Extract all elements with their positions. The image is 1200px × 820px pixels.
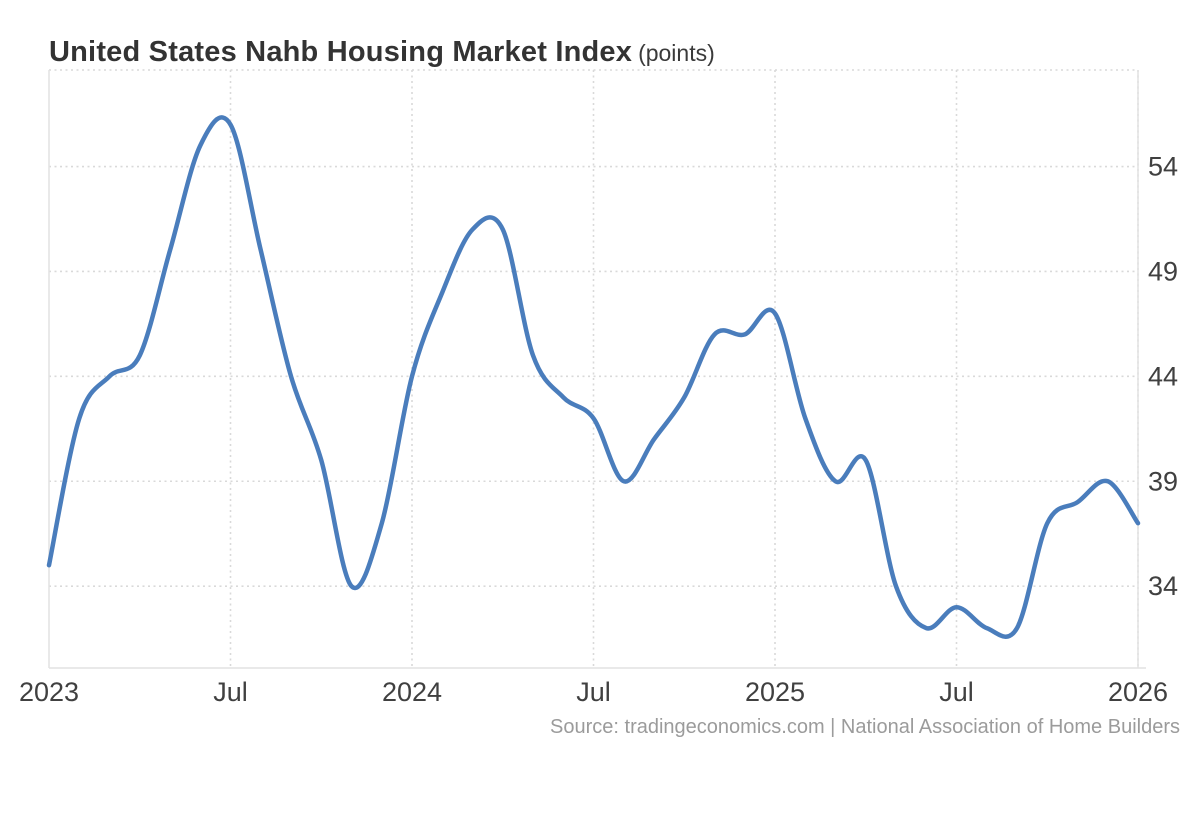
chart-title: United States Nahb Housing Market Index(… (49, 36, 715, 69)
y-tick-label: 39 (1148, 466, 1178, 496)
series-line[interactable] (46, 115, 1141, 639)
y-tick-label: 44 (1148, 361, 1178, 391)
x-tick-label: Jul (213, 677, 248, 707)
y-tick-label: 34 (1148, 571, 1178, 601)
x-tick-label: 2026 (1108, 677, 1168, 707)
source-attribution: Source: tradingeconomics.com | National … (550, 716, 1180, 738)
y-tick-label: 49 (1148, 256, 1178, 286)
x-tick-label: Jul (576, 677, 611, 707)
chart-title-text: United States Nahb Housing Market Index (49, 36, 633, 68)
chart-title-unit: (points) (638, 40, 715, 66)
x-tick-label: Jul (939, 677, 974, 707)
x-tick-label: 2025 (745, 677, 805, 707)
x-tick-label: 2024 (382, 677, 442, 707)
y-tick-label: 54 (1148, 152, 1178, 182)
x-tick-label: 2023 (19, 677, 79, 707)
